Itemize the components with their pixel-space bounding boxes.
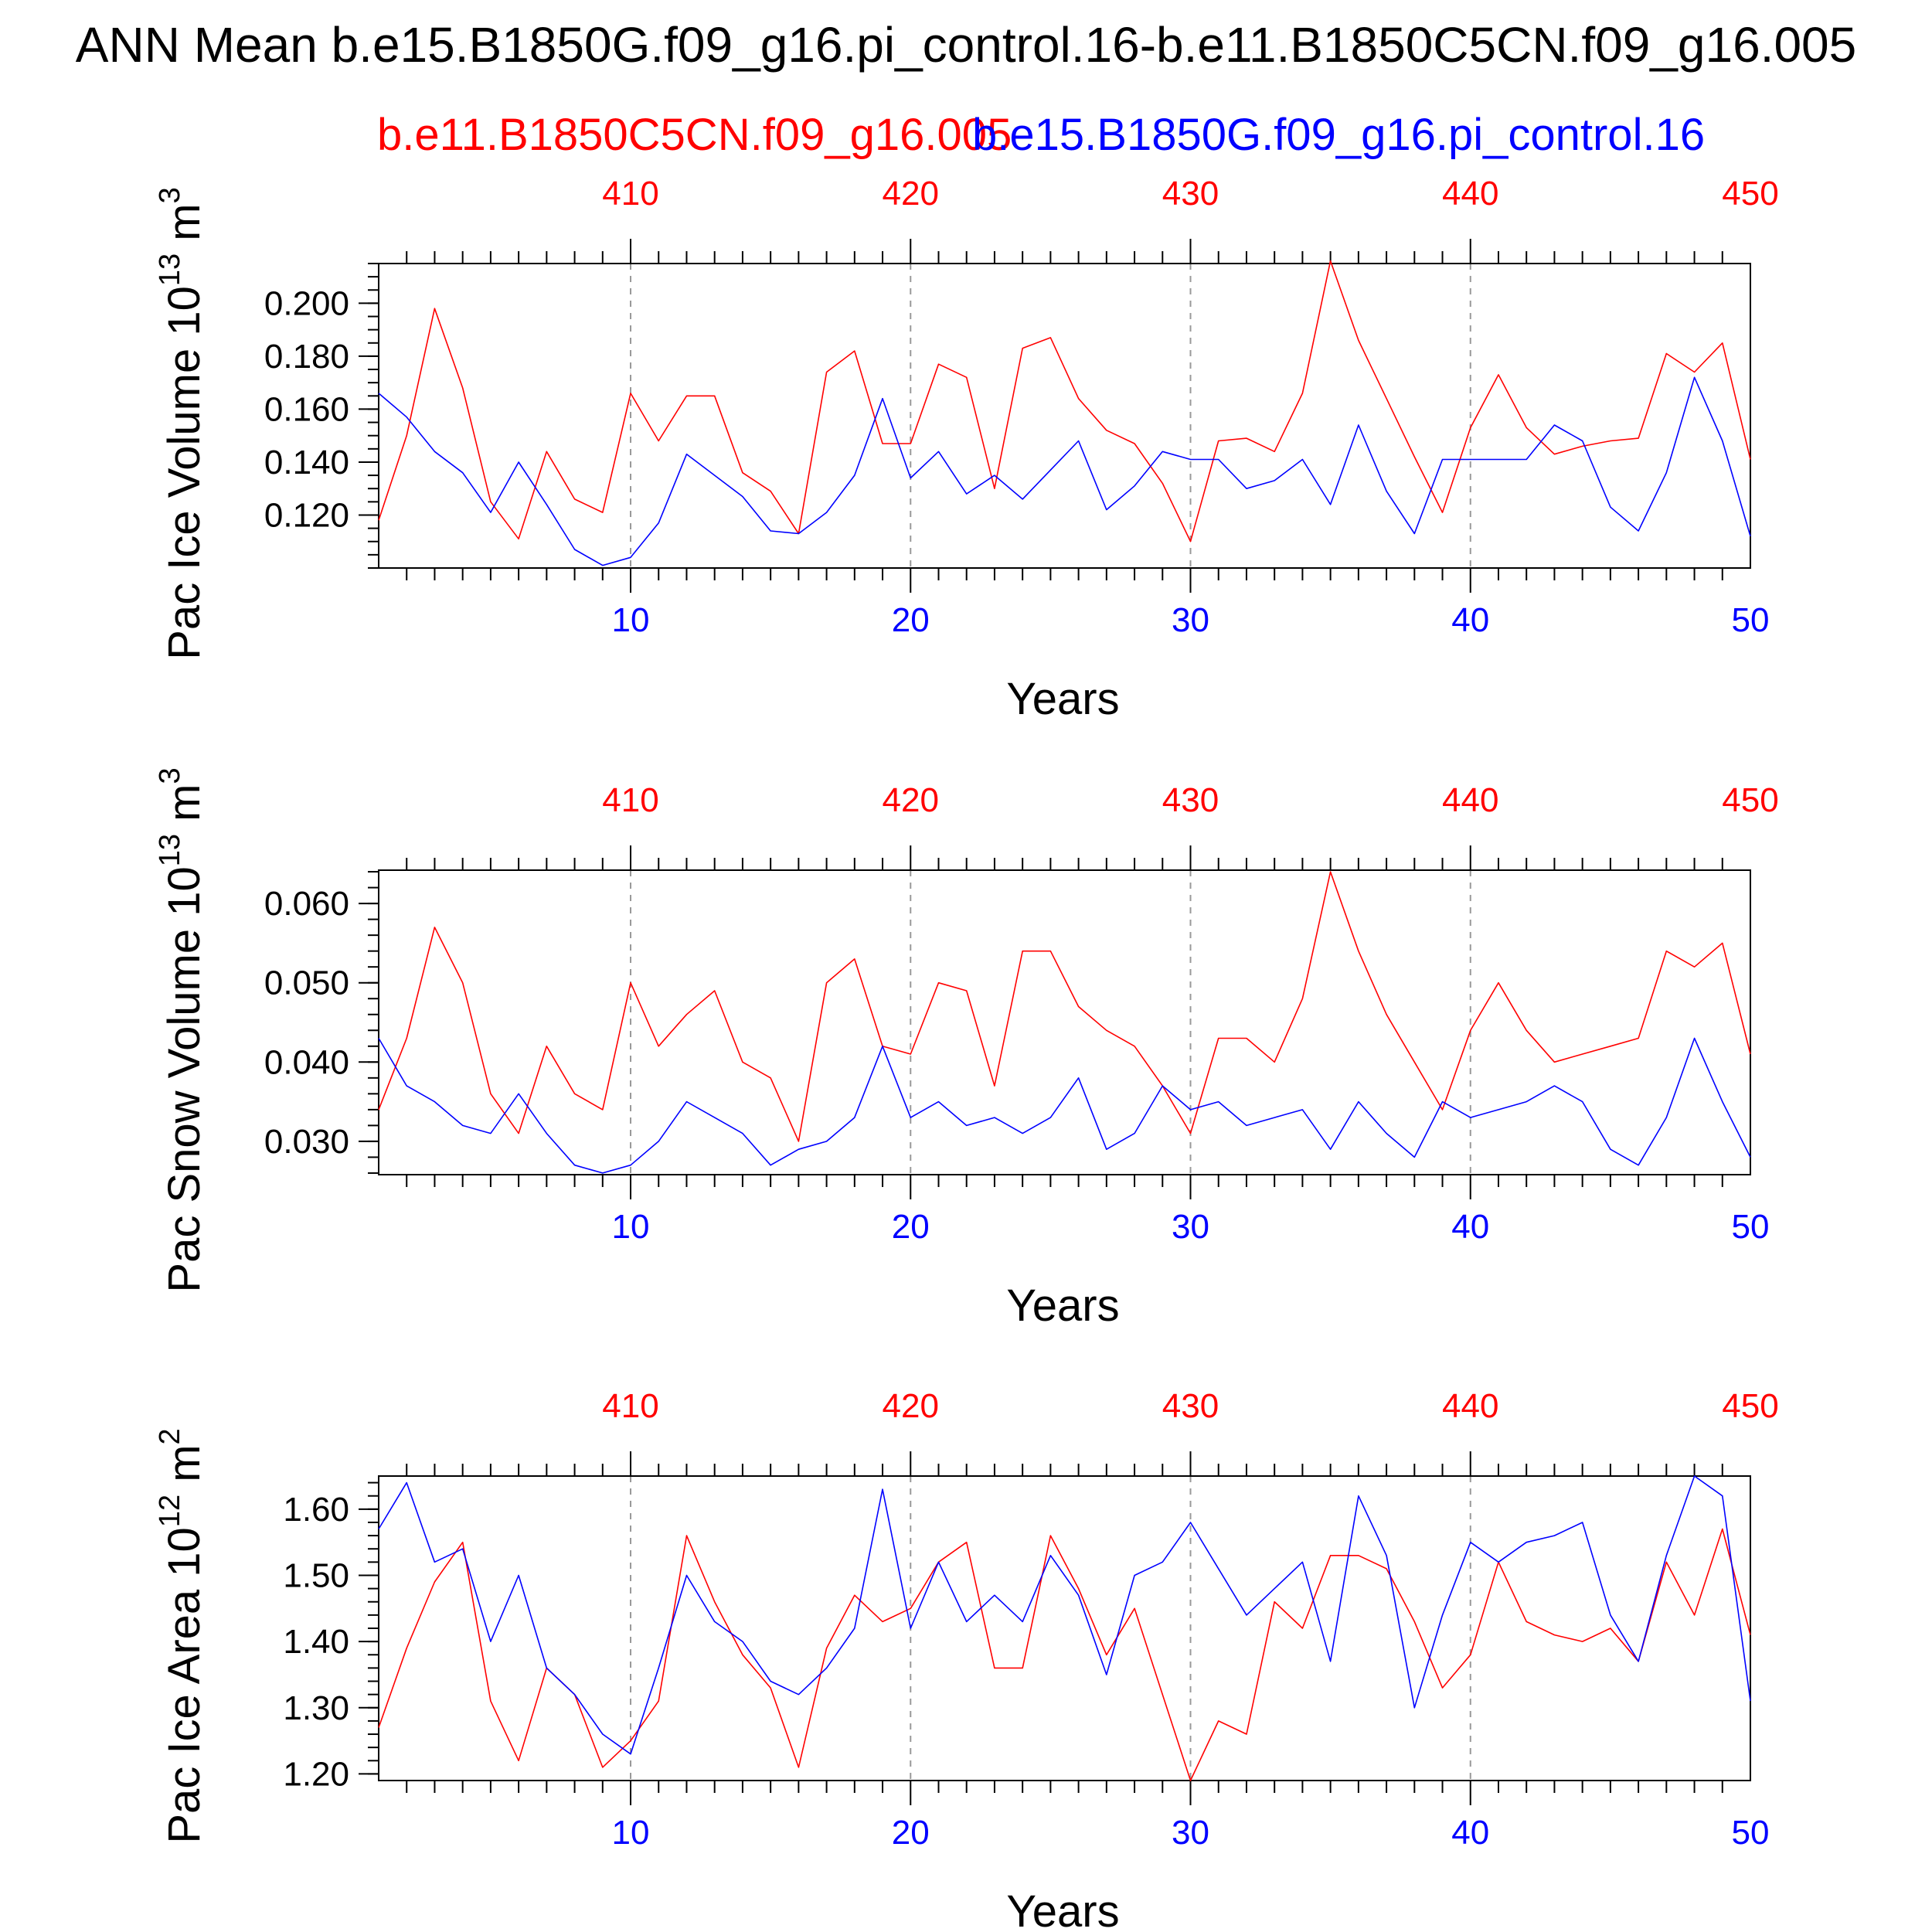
y-axis-title-part: 3 xyxy=(154,767,186,784)
x-tick-label-top: 430 xyxy=(1162,1387,1219,1425)
y-axis-title-part: Pac Ice Area 10 xyxy=(159,1527,209,1843)
x-tick-label-top: 440 xyxy=(1442,175,1498,213)
x-tick-label-top: 440 xyxy=(1442,1387,1498,1425)
x-tick-label-top: 450 xyxy=(1722,781,1778,819)
x-tick-label-bottom: 10 xyxy=(612,1208,650,1246)
x-axis-title: Years xyxy=(1006,1886,1119,1932)
panel-3: 1.20 1.30 1.40 1.50 1.60 10 410 20 420 30 430 40 440… xyxy=(154,1387,1779,1932)
x-tick-label-top: 420 xyxy=(883,175,939,213)
x-tick-label-top: 410 xyxy=(602,1387,658,1425)
plot-frame xyxy=(378,869,1751,1175)
x-tick-label-bottom: 30 xyxy=(1172,1814,1209,1852)
x-tick-label-bottom: 50 xyxy=(1732,601,1770,639)
x-tick-label-bottom: 20 xyxy=(892,1814,930,1852)
x-tick-label-bottom: 40 xyxy=(1451,1814,1489,1852)
series-line-case1 xyxy=(378,871,1751,1142)
y-axis-title: Pac Ice Volume 1013 m3 xyxy=(154,187,209,660)
y-tick-label: 1.30 xyxy=(283,1689,349,1727)
x-tick-label-top: 440 xyxy=(1442,781,1498,819)
y-axis-title-part: m xyxy=(159,784,209,834)
x-tick-label-top: 430 xyxy=(1162,781,1219,819)
y-axis-title-part: m xyxy=(159,1444,209,1494)
y-axis-title-part: 13 xyxy=(154,253,186,286)
x-tick-label-bottom: 10 xyxy=(612,1814,650,1852)
x-tick-label-bottom: 20 xyxy=(892,601,930,639)
x-tick-label-bottom: 20 xyxy=(892,1208,930,1246)
y-tick-label: 0.060 xyxy=(264,885,349,923)
y-axis-title-part: 13 xyxy=(154,834,186,866)
legend-case1-label: b.e11.B1850C5CN.f09_g16.005 xyxy=(377,110,1012,160)
y-axis-title: Pac Snow Volume 1013 m3 xyxy=(154,767,209,1292)
y-axis-title-part: 12 xyxy=(154,1495,186,1527)
x-tick-label-top: 450 xyxy=(1722,175,1778,213)
y-axis-title-part: 3 xyxy=(154,187,186,203)
y-tick-label: 0.140 xyxy=(264,444,349,481)
x-tick-label-bottom: 30 xyxy=(1172,1208,1209,1246)
panel-1: 0.120 0.140 0.160 0.180 0.200 10 410 20 420 30 430… xyxy=(154,175,1779,724)
chart-title: ANN Mean b.e15.B1850G.f09_g16.pi_control… xyxy=(75,17,1857,73)
plot-frame xyxy=(378,1475,1751,1781)
y-axis-title-part: 2 xyxy=(154,1428,186,1444)
x-tick-label-top: 410 xyxy=(602,175,658,213)
plot-frame xyxy=(378,263,1751,569)
y-axis-title: Pac Ice Area 1012 m2 xyxy=(154,1428,209,1843)
y-tick-label: 1.20 xyxy=(283,1755,349,1793)
series-line-case1 xyxy=(378,260,1751,543)
panel-2: 0.030 0.040 0.050 0.060 10 410 20 420 30 430 40 440… xyxy=(154,767,1779,1331)
x-tick-label-bottom: 30 xyxy=(1172,601,1209,639)
y-axis-title-part: Pac Ice Volume 10 xyxy=(159,286,209,660)
y-tick-label: 0.040 xyxy=(264,1043,349,1081)
y-tick-label: 0.030 xyxy=(264,1123,349,1161)
series-line-case2 xyxy=(378,1475,1751,1755)
x-axis-title: Years xyxy=(1006,674,1119,724)
y-tick-label: 1.50 xyxy=(283,1556,349,1594)
legend-case2-label: b.e15.B1850G.f09_g16.pi_control.16 xyxy=(972,110,1706,160)
series-line-case1 xyxy=(378,1528,1751,1781)
x-tick-label-top: 450 xyxy=(1722,1387,1778,1425)
x-axis-title: Years xyxy=(1006,1281,1119,1331)
x-tick-label-top: 430 xyxy=(1162,175,1219,213)
series-line-case2 xyxy=(378,1037,1751,1174)
x-tick-label-bottom: 40 xyxy=(1451,1208,1489,1246)
y-tick-label: 1.60 xyxy=(283,1491,349,1529)
x-tick-label-bottom: 50 xyxy=(1732,1208,1770,1246)
x-tick-label-top: 410 xyxy=(602,781,658,819)
y-tick-label: 0.120 xyxy=(264,496,349,534)
y-tick-label: 0.200 xyxy=(264,284,349,322)
series-line-case2 xyxy=(378,376,1751,566)
x-tick-label-bottom: 10 xyxy=(612,601,650,639)
y-tick-label: 1.40 xyxy=(283,1623,349,1661)
x-tick-label-top: 420 xyxy=(883,781,939,819)
y-axis-title-part: m xyxy=(159,203,209,253)
x-tick-label-bottom: 40 xyxy=(1451,601,1489,639)
x-tick-label-bottom: 50 xyxy=(1732,1814,1770,1852)
y-tick-label: 0.160 xyxy=(264,390,349,428)
y-axis-title-part: Pac Snow Volume 10 xyxy=(159,866,209,1292)
x-tick-label-top: 420 xyxy=(883,1387,939,1425)
y-tick-label: 0.180 xyxy=(264,338,349,376)
y-tick-label: 0.050 xyxy=(264,964,349,1002)
